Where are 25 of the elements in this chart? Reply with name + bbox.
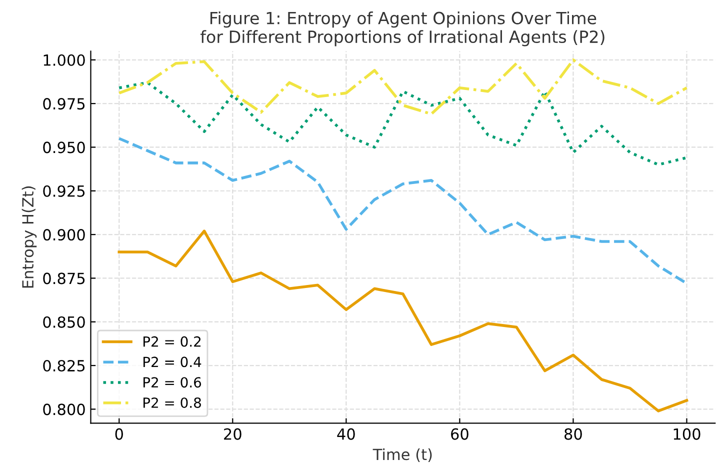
x-axis-title: Time (t) (372, 448, 432, 462)
x-tick-label: 80 (564, 428, 582, 440)
y-tick-label: 0.875 (43, 272, 85, 284)
line-series (118, 58, 688, 116)
x-tick-label: 60 (451, 428, 468, 440)
x-tick-label: 100 (674, 428, 700, 440)
legend-label: P2 = 0.8 (144, 397, 201, 408)
line-series (118, 81, 688, 166)
y-tick-label: 1.000 (44, 54, 85, 66)
y-tick-label: 0.825 (43, 360, 85, 372)
legend-label: P2 = 0.2 (144, 336, 201, 347)
legend-label: P2 = 0.4 (144, 356, 202, 368)
y-tick-label: 0.900 (43, 228, 85, 241)
chart-title: Figure 1: Entropy of Agent Opinions Over Time for Different Proportions of Irrational Agents (P2) (200, 11, 604, 46)
y-tick-label: 0.950 (43, 142, 85, 154)
x-tick-label: 20 (224, 428, 242, 440)
y-tick-label: 0.975 (43, 98, 85, 110)
x-tick-label: 0 (115, 428, 123, 440)
y-tick-label: 0.850 (43, 316, 85, 328)
x-tick-label: 40 (337, 428, 355, 440)
y-axis-title: Entropy H(Zt) (22, 186, 37, 288)
y-tick-label: 0.800 (43, 404, 85, 416)
legend-label: P2 = 0.6 (144, 377, 202, 388)
line-series (118, 230, 688, 412)
y-tick-label: 0.925 (43, 185, 85, 197)
